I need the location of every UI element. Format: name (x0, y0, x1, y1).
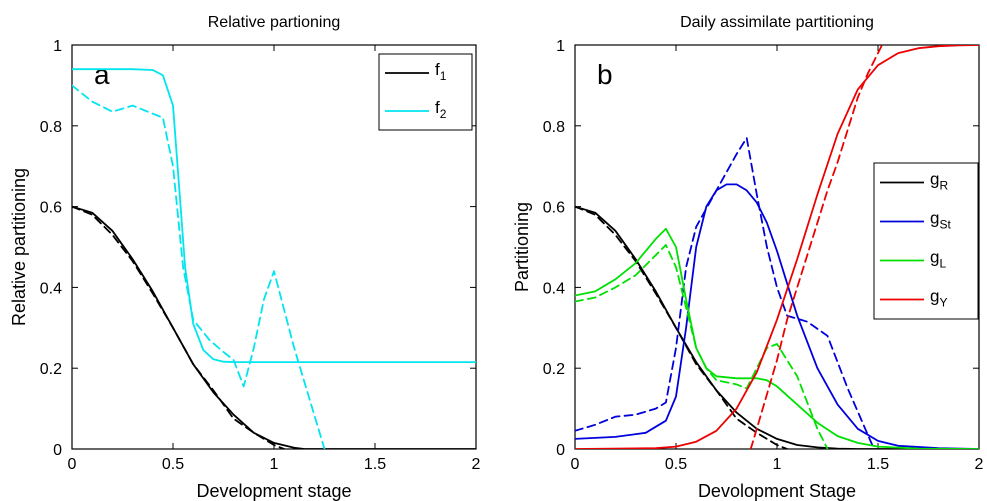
x-tick-label: 1.5 (867, 456, 889, 473)
legend-entry: gY (930, 287, 947, 310)
series-line-g-l (575, 227, 979, 449)
legend-entry: gR (930, 170, 948, 193)
legend-entry: f2 (435, 98, 447, 121)
y-tick-label: 0 (556, 442, 565, 459)
legend-box (873, 162, 979, 320)
x-tick-label: 0.5 (665, 456, 687, 473)
series-line-f-1-observed (72, 205, 286, 449)
y-tick-label: 0.4 (543, 280, 565, 297)
series-group (575, 45, 979, 449)
y-tick-label: 1 (556, 38, 565, 55)
series-line-f-1 (72, 205, 476, 449)
x-tick-label: 1 (270, 456, 279, 473)
legend-box (378, 53, 473, 131)
legend: gR gSt gL gY (873, 162, 979, 320)
chart-panel-b: 0 0.5 1 1.5 2 0 0.2 0.4 0.6 0.8 1 Daily assimilate … (512, 14, 984, 501)
series-line-g-r (575, 205, 979, 449)
series-line-g-st-observed (575, 136, 875, 449)
series-line-g-st (575, 183, 979, 449)
series-group (72, 68, 476, 449)
legend-entry: gSt (930, 209, 951, 232)
y-tick-label: 0.2 (40, 361, 62, 378)
x-tick-label: 2 (975, 456, 984, 473)
chart-title: Relative partioning (208, 14, 341, 31)
y-tick-label: 0.4 (40, 280, 62, 297)
y-tick-label: 0 (53, 442, 62, 459)
x-tick-label: 1.5 (364, 456, 386, 473)
x-tick-label: 0.5 (162, 456, 184, 473)
x-tick-label: 2 (472, 456, 481, 473)
legend-entry: f1 (435, 60, 447, 83)
series-line-g-l-observed (575, 244, 829, 449)
y-tick-label: 1 (53, 38, 62, 55)
series-line-f-2-observed (72, 84, 326, 449)
y-axis-label: Partitioning (512, 202, 532, 292)
chart-title: Daily assimilate partitioning (680, 14, 874, 31)
series-line-g-y (575, 45, 979, 449)
panel-letter: b (597, 59, 613, 90)
chart-panel-a: 0 0.5 1 1.5 2 0 0.2 0.4 0.6 0.8 1 Relative partioni… (9, 14, 481, 501)
y-tick-label: 0.6 (543, 200, 565, 217)
x-tick-label: 0 (68, 456, 77, 473)
series-line-g-y-observed (749, 45, 883, 449)
series-line-f-2 (72, 68, 476, 364)
legend: f1 f2 (378, 53, 473, 131)
y-tick-label: 0.6 (40, 200, 62, 217)
x-axis-label: Devolopment Stage (698, 481, 856, 501)
y-axis-label: Relative partitioning (9, 168, 29, 326)
x-tick-label: 1 (773, 456, 782, 473)
y-tick-label: 0.8 (543, 119, 565, 136)
y-tick-label: 0.8 (40, 119, 62, 136)
series-line-g-r-observed (575, 205, 788, 449)
x-tick-label: 0 (571, 456, 580, 473)
x-axis-label: Development stage (196, 481, 351, 501)
y-tick-label: 0.2 (543, 361, 565, 378)
panel-letter: a (94, 59, 110, 90)
legend-entry: gL (930, 248, 946, 271)
